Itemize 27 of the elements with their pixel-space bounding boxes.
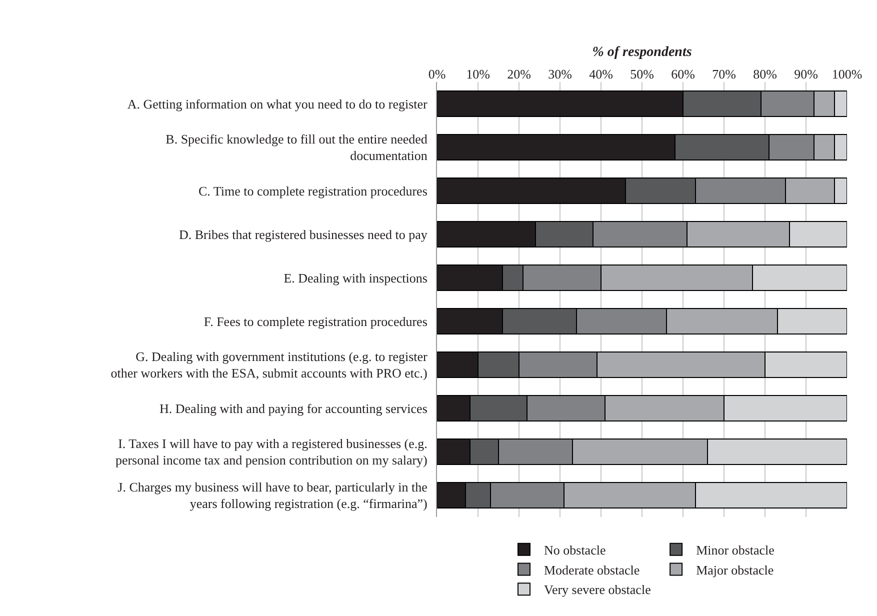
x-tick-label: 20% bbox=[507, 66, 532, 82]
legend-label: Moderate obstacle bbox=[544, 562, 640, 578]
x-tick-label: 0% bbox=[428, 66, 446, 82]
y-tick-label: B. Specific knowledge to fill out the entire needed documentation bbox=[166, 131, 428, 164]
legend-label: Major obstacle bbox=[696, 562, 774, 578]
x-tick-label: 30% bbox=[548, 66, 572, 82]
legend-label: Very severe obstacle bbox=[544, 582, 652, 598]
x-tick-label: 60% bbox=[671, 66, 696, 82]
x-tick-label: 100% bbox=[832, 66, 862, 82]
x-tick-label: 10% bbox=[466, 66, 490, 82]
y-tick-label: A. Getting information on what you need to do to register bbox=[127, 96, 428, 112]
legend-label: No obstacle bbox=[544, 542, 606, 558]
y-tick-label: H. Dealing with and paying for accounting services bbox=[160, 400, 428, 416]
x-axis-title: % of respondents bbox=[592, 45, 692, 60]
y-tick-label: G. Dealing with government institutions (e.g. to register other workers with the ESA, submit accounts with PRO etc.) bbox=[110, 348, 428, 381]
y-tick-label: I. Taxes I will have to pay with a registered businesses (e.g. personal income tax and pension contribution on my salary) bbox=[115, 436, 428, 468]
x-tick-label: 50% bbox=[630, 66, 654, 82]
y-tick-label: C. Time to complete registration procedures bbox=[198, 183, 428, 198]
y-tick-label: E. Dealing with inspections bbox=[284, 270, 428, 286]
y-tick-label: F. Fees to complete registration procedures bbox=[204, 314, 428, 329]
y-tick-label: J. Charges my business will have to bear, particularly in the years following registration (e.g. “firmarina”) bbox=[118, 479, 428, 512]
legend-label: Minor obstacle bbox=[696, 542, 775, 558]
x-tick-label: 40% bbox=[589, 66, 614, 82]
x-tick-label: 70% bbox=[712, 66, 736, 82]
x-tick-label: 90% bbox=[794, 66, 818, 82]
y-tick-label: D. Bribes that registered businesses need to pay bbox=[179, 226, 428, 242]
x-tick-label: 80% bbox=[753, 66, 778, 82]
